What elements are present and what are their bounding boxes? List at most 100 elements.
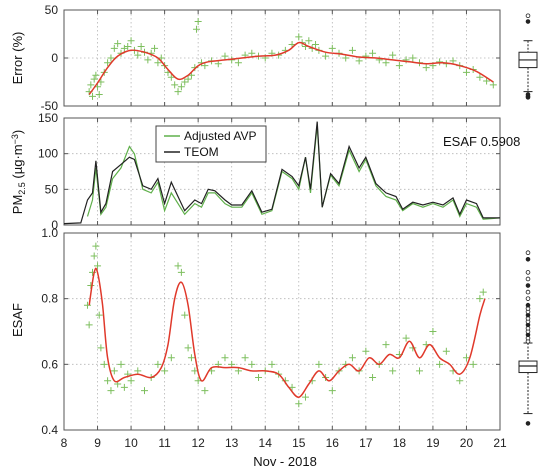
data-point <box>449 57 457 65</box>
x-tick-label: 16 <box>326 436 340 450</box>
data-point <box>140 387 148 395</box>
data-point <box>442 347 450 355</box>
series-line <box>63 121 500 225</box>
y-tick-label: 150 <box>38 111 58 125</box>
data-point <box>191 367 199 375</box>
data-point <box>328 44 336 52</box>
data-point <box>462 354 470 362</box>
data-point <box>416 367 424 375</box>
data-point <box>348 354 356 362</box>
y-tick-label: 50 <box>45 182 59 196</box>
data-point <box>167 354 175 362</box>
data-point <box>348 46 356 54</box>
data-point <box>295 33 303 41</box>
box-outlier <box>525 302 531 308</box>
x-tick-label: 21 <box>493 436 507 450</box>
esaf-panel: 0.4 0.6 0.8 1.0 8 9 10 11 12 13 14 15 16 17 18 19 20 21 <box>41 226 507 450</box>
data-point <box>221 52 229 60</box>
x-tick-label: 14 <box>259 436 273 450</box>
data-point <box>89 92 97 100</box>
y-tick-label: -50 <box>41 99 59 113</box>
data-point <box>456 377 464 385</box>
esaf-boxplot <box>518 250 538 426</box>
box-outlier <box>525 283 531 288</box>
data-point <box>402 334 410 342</box>
box-outlier <box>525 250 531 256</box>
data-point <box>228 360 236 368</box>
data-point <box>214 60 222 68</box>
data-point <box>355 57 363 65</box>
series-line <box>86 125 501 220</box>
plot-frame <box>63 232 501 431</box>
data-point <box>469 360 477 368</box>
data-point <box>369 373 377 381</box>
y-tick-label: 0.6 <box>41 357 58 371</box>
data-point <box>95 311 103 319</box>
data-point <box>436 58 444 66</box>
data-point <box>369 49 377 57</box>
data-point <box>382 59 390 67</box>
data-point <box>127 37 135 45</box>
data-point <box>174 262 182 270</box>
data-point <box>110 367 118 375</box>
data-point <box>301 393 309 401</box>
data-point <box>462 68 470 76</box>
data-point <box>312 41 320 49</box>
pm25-panel: 0 50 100 150 <box>38 111 501 232</box>
box-outlier <box>525 296 531 301</box>
data-point <box>100 360 108 368</box>
data-point <box>177 268 185 276</box>
data-point <box>489 81 497 89</box>
x-tick-label: 18 <box>393 436 407 450</box>
data-point <box>92 242 100 250</box>
data-point <box>90 252 98 260</box>
data-point <box>409 54 417 62</box>
box-outlier <box>525 289 531 295</box>
data-point <box>154 360 162 368</box>
data-point <box>479 288 487 296</box>
data-point <box>187 354 195 362</box>
data-point <box>221 354 229 362</box>
data-point <box>255 373 263 381</box>
pm25-ylabel: PM2.5 (µg·m−3) <box>10 130 27 214</box>
box-outlier <box>525 19 531 24</box>
data-point <box>144 56 152 64</box>
x-tick-label: 11 <box>158 436 171 450</box>
data-point <box>429 328 437 335</box>
data-point <box>322 52 330 60</box>
data-point <box>194 18 202 26</box>
data-point <box>87 282 95 290</box>
y-tick-label: 50 <box>45 3 59 17</box>
x-tick-label: 17 <box>359 436 373 450</box>
error-panel: -50 0 50 <box>41 3 501 113</box>
data-point <box>248 49 256 57</box>
data-point <box>234 367 242 375</box>
data-point <box>107 387 115 395</box>
data-point <box>181 311 189 319</box>
data-point <box>127 377 135 385</box>
legend: Adjusted AVP TEOM <box>155 125 267 163</box>
data-point <box>124 42 132 50</box>
data-point <box>362 347 370 355</box>
x-tick-label: 10 <box>124 436 138 450</box>
esaf-ylabel: ESAF <box>10 303 25 337</box>
data-point <box>104 377 112 385</box>
data-point <box>362 52 370 60</box>
error-ylabel: Error (%) <box>10 32 25 85</box>
data-point <box>110 44 118 52</box>
data-point <box>389 367 397 375</box>
data-point <box>137 42 145 50</box>
data-point <box>174 88 182 96</box>
data-point <box>95 90 103 98</box>
data-point <box>342 54 350 62</box>
data-point <box>476 295 484 303</box>
data-point <box>151 44 159 52</box>
data-point <box>295 400 303 408</box>
box-outlier <box>525 95 531 100</box>
data-point <box>114 40 122 48</box>
data-point <box>436 360 444 368</box>
data-point <box>184 75 192 83</box>
data-point <box>90 75 98 83</box>
data-point <box>382 341 390 349</box>
